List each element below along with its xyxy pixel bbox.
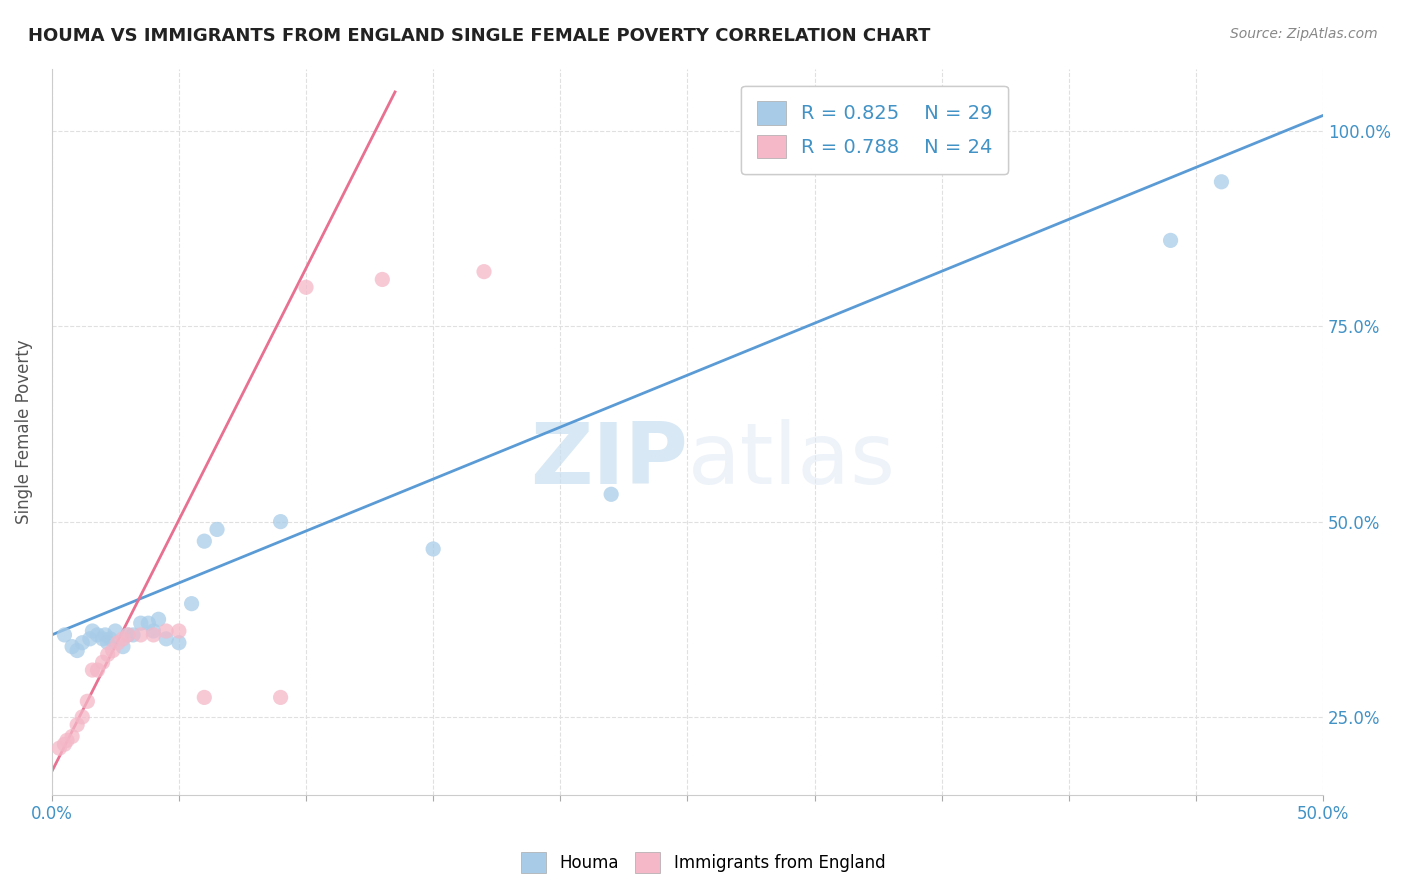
Point	[86, 628, 108, 642]
Point	[167, 636, 190, 650]
Point	[155, 624, 177, 638]
Point	[295, 280, 318, 294]
Point	[111, 640, 134, 654]
Point	[97, 648, 120, 662]
Point	[82, 624, 104, 638]
Point	[167, 624, 190, 638]
Legend: R = 0.825    N = 29, R = 0.788    N = 24: R = 0.825 N = 29, R = 0.788 N = 24	[741, 86, 1008, 174]
Point	[600, 487, 623, 501]
Text: HOUMA VS IMMIGRANTS FROM ENGLAND SINGLE FEMALE POVERTY CORRELATION CHART: HOUMA VS IMMIGRANTS FROM ENGLAND SINGLE …	[28, 27, 931, 45]
Point	[472, 265, 495, 279]
Point	[76, 694, 98, 708]
Point	[155, 632, 177, 646]
Point	[148, 612, 170, 626]
Point	[60, 640, 83, 654]
Point	[111, 632, 134, 646]
Point	[142, 628, 165, 642]
Point	[56, 733, 79, 747]
Point	[86, 663, 108, 677]
Point	[422, 541, 444, 556]
Point	[122, 628, 145, 642]
Point	[117, 628, 139, 642]
Point	[180, 597, 202, 611]
Point	[72, 710, 94, 724]
Point	[270, 690, 292, 705]
Point	[53, 737, 76, 751]
Text: ZIP: ZIP	[530, 419, 688, 502]
Point	[193, 534, 215, 549]
Point	[97, 636, 120, 650]
Point	[270, 515, 292, 529]
Point	[101, 643, 124, 657]
Point	[79, 632, 101, 646]
Point	[205, 523, 228, 537]
Point	[66, 718, 89, 732]
Point	[82, 663, 104, 677]
Point	[48, 741, 70, 756]
Text: Source: ZipAtlas.com: Source: ZipAtlas.com	[1230, 27, 1378, 41]
Point	[104, 624, 127, 638]
Point	[193, 690, 215, 705]
Point	[60, 730, 83, 744]
Point	[1211, 175, 1233, 189]
Point	[117, 628, 139, 642]
Point	[72, 636, 94, 650]
Point	[371, 272, 394, 286]
Point	[142, 624, 165, 638]
Legend: Houma, Immigrants from England: Houma, Immigrants from England	[515, 846, 891, 880]
Point	[66, 643, 89, 657]
Point	[138, 616, 160, 631]
Point	[98, 632, 121, 646]
Y-axis label: Single Female Poverty: Single Female Poverty	[15, 340, 32, 524]
Point	[53, 628, 76, 642]
Point	[107, 636, 129, 650]
Text: atlas: atlas	[688, 419, 896, 502]
Point	[1160, 233, 1182, 247]
Point	[129, 616, 152, 631]
Point	[91, 655, 114, 669]
Point	[91, 632, 114, 646]
Point	[129, 628, 152, 642]
Point	[94, 628, 117, 642]
